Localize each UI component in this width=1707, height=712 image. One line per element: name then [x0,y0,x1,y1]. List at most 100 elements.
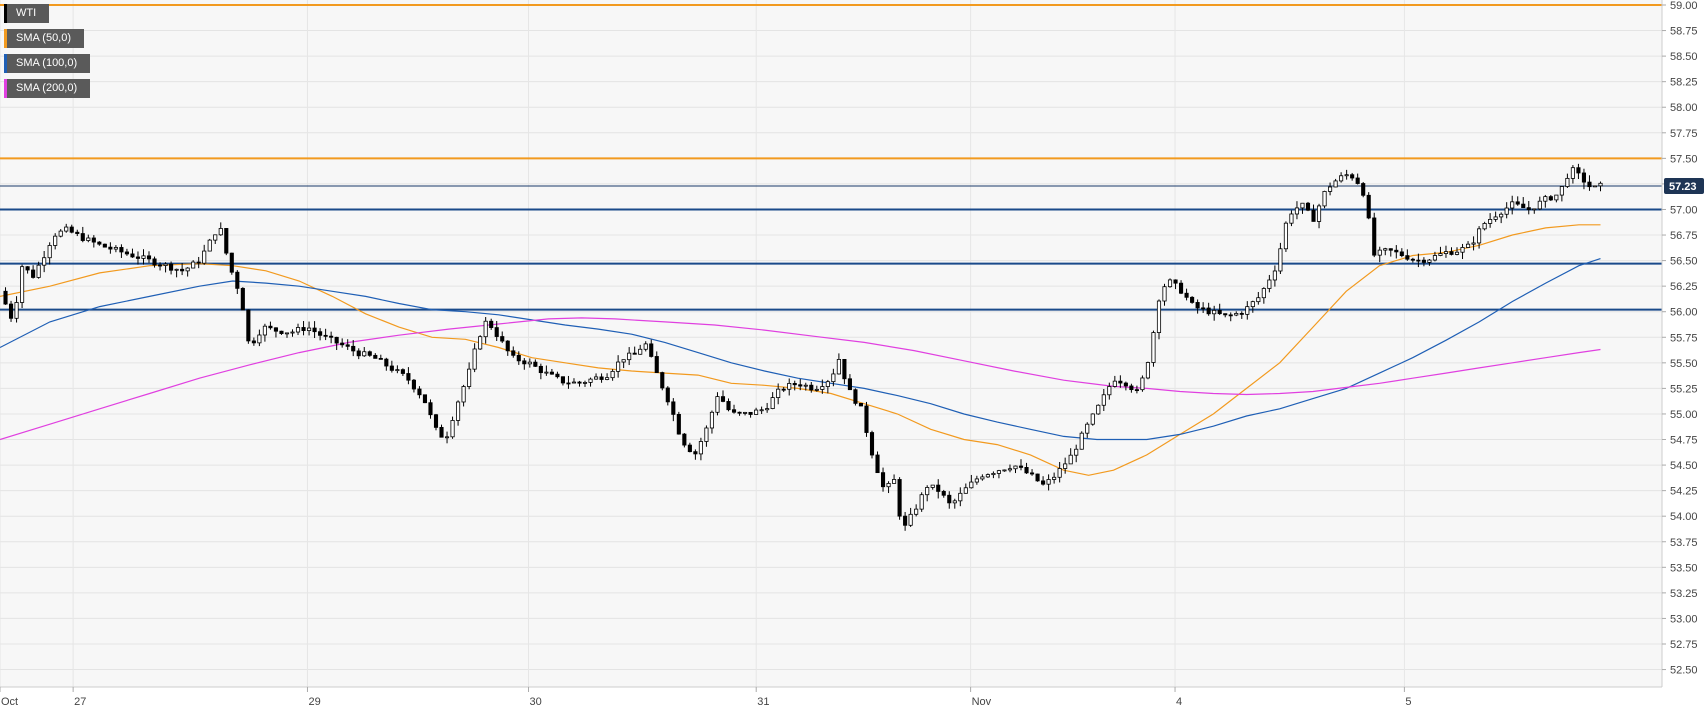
candle [1559,186,1564,202]
candle [461,384,466,407]
candle-body [820,386,825,390]
candle [135,251,141,265]
candle [538,363,543,380]
candle-body [632,352,637,355]
candle [522,358,527,370]
candle-body [1570,167,1575,179]
candle-body [627,352,632,361]
candle [1057,462,1062,483]
candle-body [538,365,543,374]
candle [58,229,63,238]
candle [284,332,290,338]
candle-body [329,335,334,338]
legend-item-sma50[interactable]: SMA (50,0) [4,29,85,48]
candle-body [638,348,643,355]
candle [91,235,96,248]
candle [406,367,411,385]
y-tick-label: 57.75 [1670,128,1698,140]
candle-body [36,264,41,278]
legend-item-wti[interactable]: WTI [4,4,50,23]
candle [709,410,715,434]
y-tick-label: 58.75 [1670,26,1698,38]
candle [621,359,626,369]
candle [1339,172,1344,183]
candle [1316,203,1322,229]
candle-body [1322,191,1327,207]
candle [1250,300,1255,313]
candle-body [494,327,499,337]
y-tick-label: 57.00 [1670,204,1698,216]
candle-body [461,386,466,403]
candle [1460,243,1465,260]
candle [75,229,80,237]
candle [1537,196,1542,211]
candle-body [1328,186,1333,192]
candle-body [781,388,786,391]
candle-body [1206,307,1211,315]
gridlines [0,0,1662,687]
candle-body [102,243,107,248]
candle-body [235,271,240,289]
candle [1195,299,1200,314]
candle-body [1179,282,1184,294]
candle-body [356,350,361,357]
candle [985,473,990,478]
candle [858,402,864,407]
candle-body [157,264,163,267]
candle [119,244,124,258]
candle-body [406,373,411,381]
candle [1013,465,1018,474]
candle-body [1482,223,1487,230]
candle [549,368,554,375]
candle-body [1162,286,1167,302]
candle-body [687,444,692,453]
candle-body [1366,194,1371,219]
candle-body [135,256,141,259]
legend-item-sma200[interactable]: SMA (200,0) [4,79,91,98]
candle [108,242,113,254]
candle [1018,459,1024,471]
candle [1234,311,1239,317]
candle [599,373,604,383]
candle [560,376,565,386]
candle-body [720,396,726,402]
candle-body [671,401,676,415]
candle [157,262,163,271]
candle-body [14,302,19,319]
candle [720,390,726,403]
candle-body [544,371,549,374]
candle [1405,249,1410,261]
candle-body [947,494,952,504]
candle-body [1267,279,1272,289]
candle [185,267,190,277]
candle-body [1212,309,1217,315]
candle-body [1311,209,1316,222]
candle [1223,313,1228,318]
candle [1289,210,1294,227]
candle [1294,201,1300,220]
candle [1548,195,1553,201]
chart-legend: WTI SMA (50,0) SMA (100,0) SMA (200,0) [4,4,91,104]
candle [930,484,935,490]
candle [1355,173,1360,185]
candle-body [875,454,880,474]
candle [892,474,897,484]
candle-body [654,356,659,373]
candle [345,339,350,350]
candle-body [1129,385,1134,391]
y-tick-label: 54.75 [1670,435,1698,447]
candle [743,411,748,416]
candle-body [1134,389,1139,392]
candle-body [1543,196,1548,202]
candle-body [1151,332,1156,363]
candle-body [301,327,306,331]
candle-body [925,487,930,496]
candle-body [428,402,433,416]
candle [947,491,952,509]
candle-body [1383,248,1388,251]
legend-item-sma100[interactable]: SMA (100,0) [4,54,91,73]
candle-body [1184,292,1189,298]
candle-body [908,513,913,526]
candle [1311,204,1316,222]
candle [1421,257,1426,267]
